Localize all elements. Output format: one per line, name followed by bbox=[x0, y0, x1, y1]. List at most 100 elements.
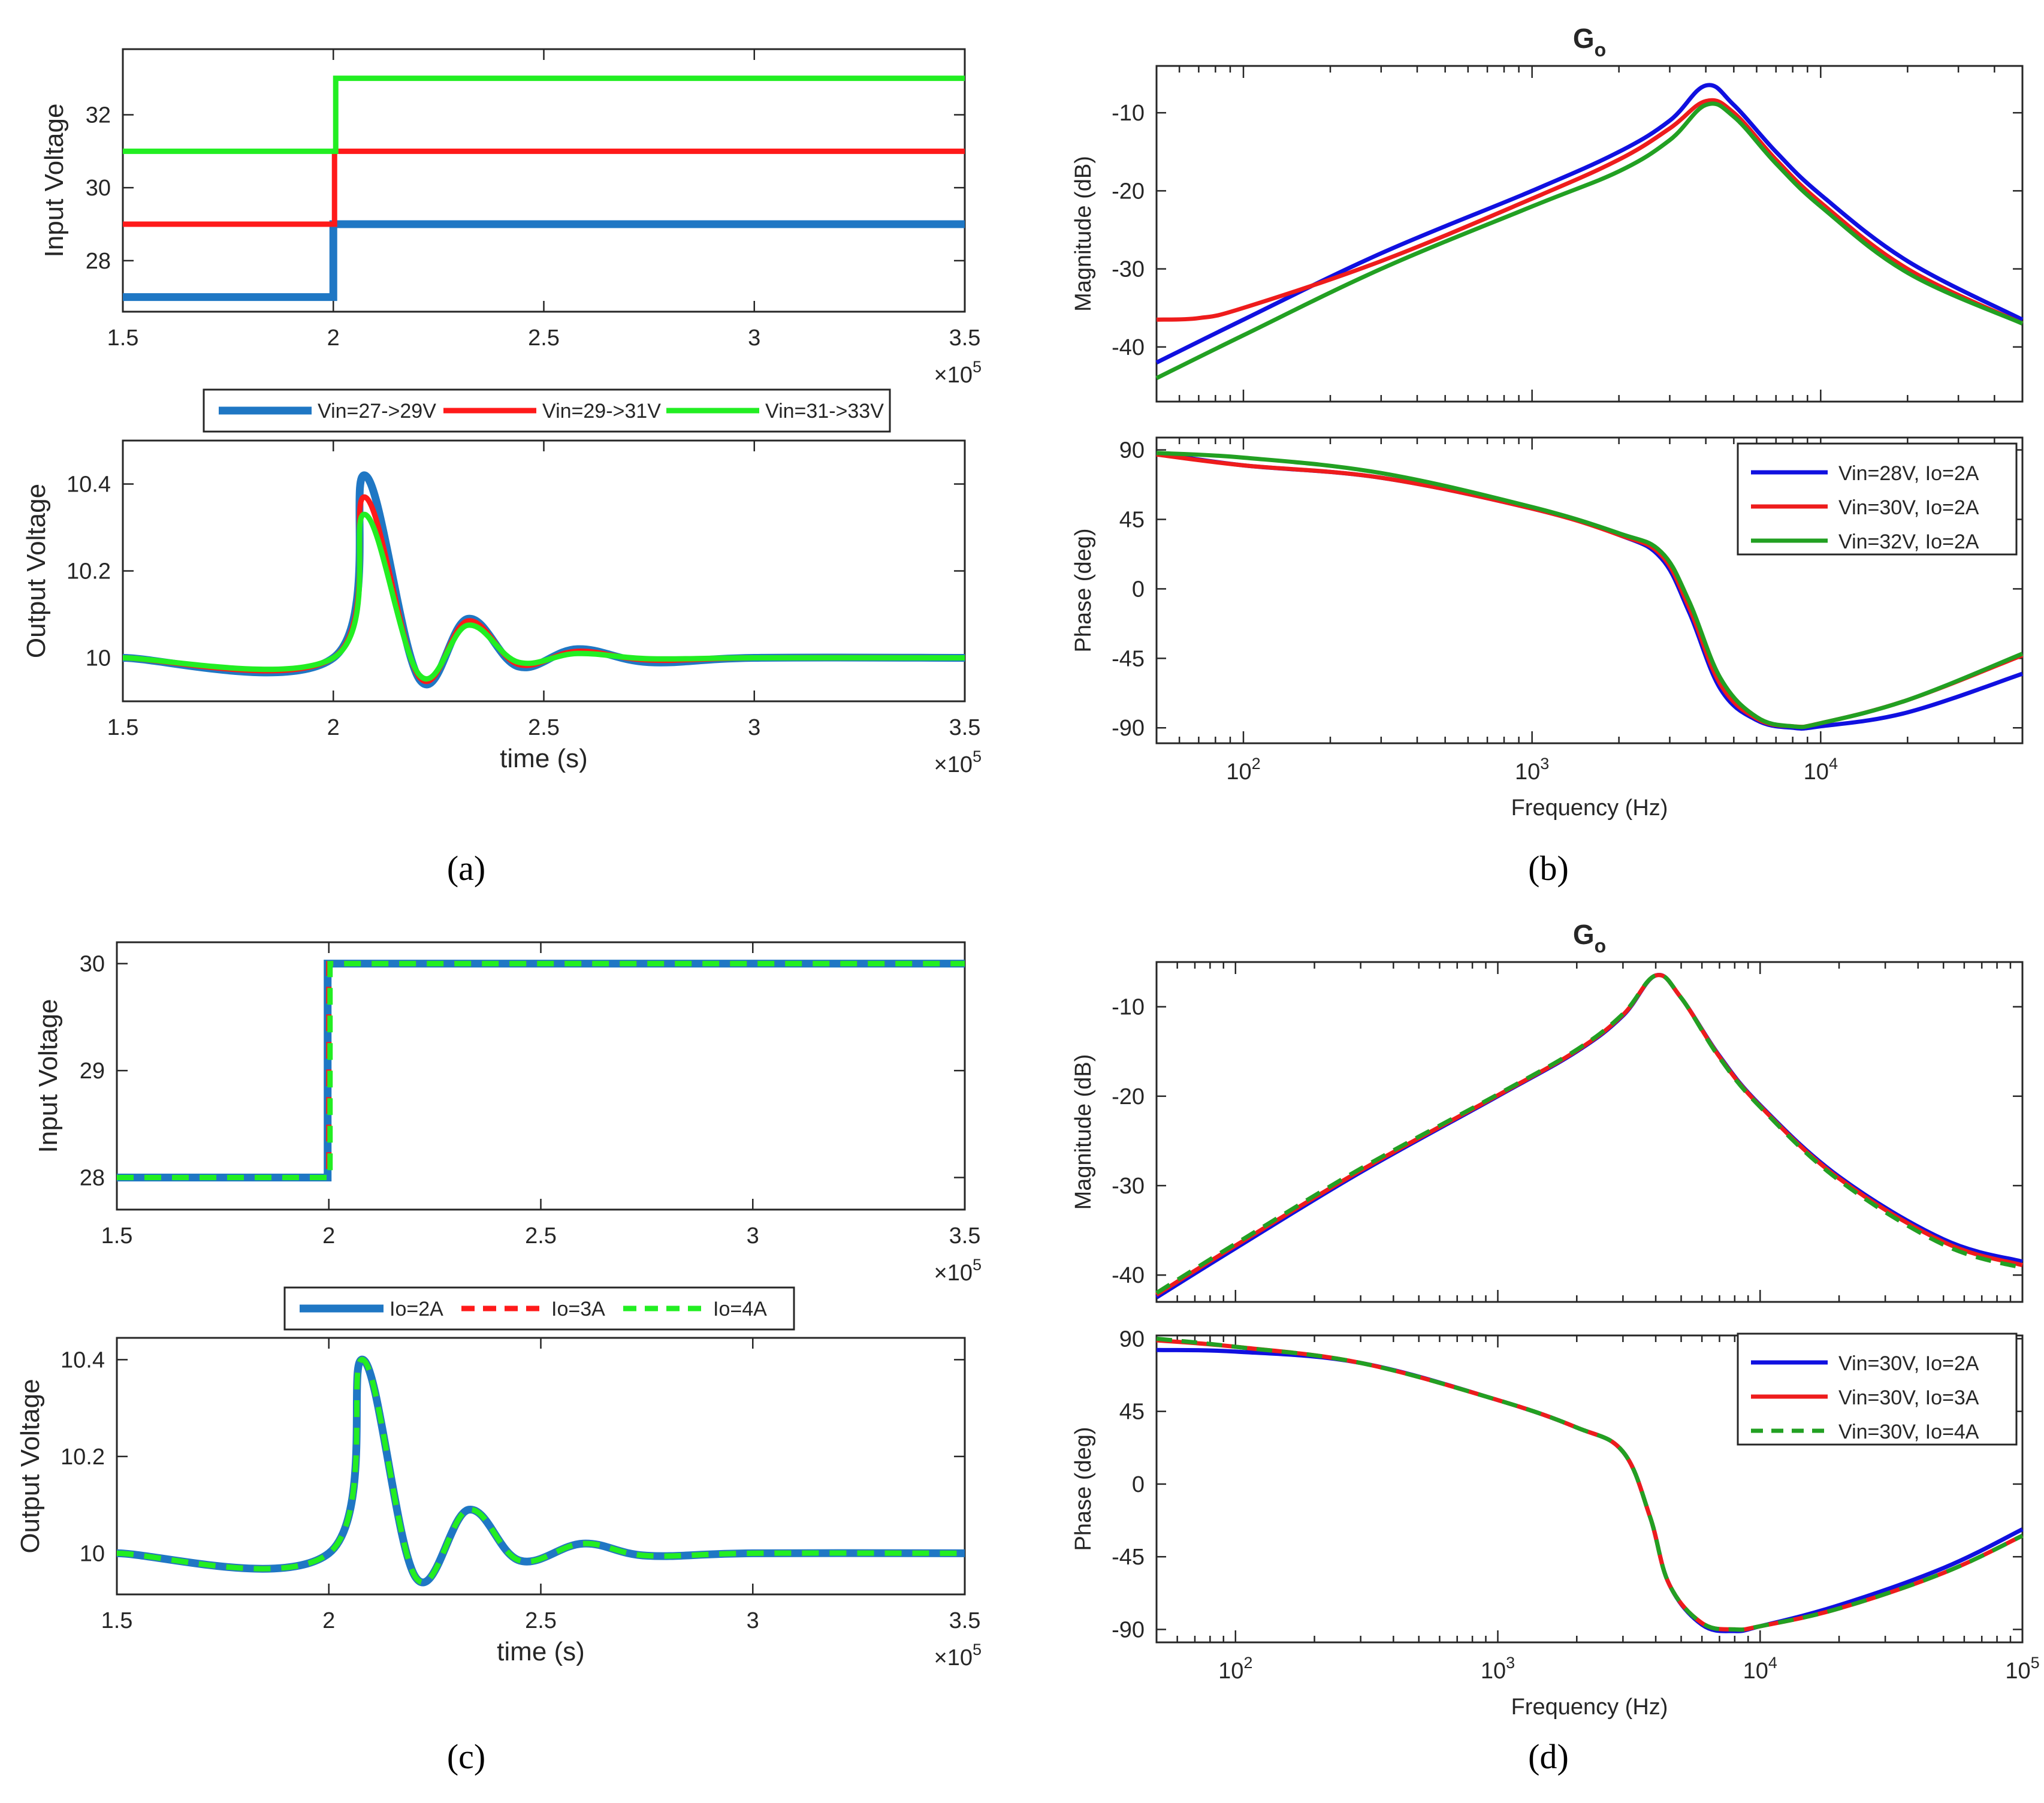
mag-ytick-label-d: -40 bbox=[1112, 1263, 1145, 1288]
bode-xtick-label-b-2-exp: 4 bbox=[1829, 755, 1838, 773]
caption-b: (b) bbox=[1528, 849, 1569, 888]
bode-legend-box-d bbox=[1737, 1332, 2018, 1446]
mag-ylabel-d: Magnitude (dB) bbox=[1071, 1054, 1096, 1210]
top-x-exponent-c-exp: 5 bbox=[973, 1256, 982, 1274]
phase-ytick-label-d: 0 bbox=[1132, 1472, 1145, 1497]
bode-title-b-main: G bbox=[1573, 23, 1595, 54]
bode-xlabel-b: Frequency (Hz) bbox=[1511, 795, 1668, 821]
top-xtick-label-c: 2.5 bbox=[525, 1223, 557, 1249]
phase-ylabel-b: Phase (deg) bbox=[1071, 528, 1096, 652]
top-x-exponent-a-base: ×10 bbox=[934, 363, 973, 388]
mag-ylabel-b: Magnitude (dB) bbox=[1071, 156, 1096, 312]
bode-xtick-label-b-0-exp: 2 bbox=[1252, 755, 1261, 773]
bode-xtick-label-d-0-base: 10 bbox=[1218, 1659, 1243, 1684]
caption-d: (d) bbox=[1528, 1737, 1569, 1776]
bode-legend-label-d: Vin=30V, Io=3A bbox=[1838, 1386, 1979, 1409]
bottom-x-exponent-a-base: ×10 bbox=[934, 752, 973, 777]
mag-series-b-0 bbox=[1155, 83, 2024, 365]
mag-ytick-label-b: -20 bbox=[1112, 179, 1145, 204]
bode-xtick-label-d-3-exp: 5 bbox=[2031, 1654, 2040, 1672]
phase-series-d-2 bbox=[1156, 1336, 2024, 1632]
legend-box-a bbox=[203, 388, 891, 433]
legend-label-a: Vin=29->31V bbox=[542, 400, 661, 423]
legend-label-c: Io=4A bbox=[713, 1298, 767, 1320]
bottom-series-c-2 bbox=[116, 1356, 965, 1585]
phase-ytick-label-d: 45 bbox=[1119, 1400, 1145, 1425]
bottom-ylabel-a: Output Voltage bbox=[22, 484, 51, 658]
bottom-ylabel-c: Output Voltage bbox=[16, 1379, 45, 1553]
bode-legend-label-b: Vin=28V, Io=2A bbox=[1838, 462, 1979, 485]
bode-title-d-sub: o bbox=[1595, 935, 1607, 957]
top-xtick-label-c: 1.5 bbox=[101, 1223, 133, 1249]
mag-ytick-label-d: -30 bbox=[1112, 1174, 1145, 1199]
bode-xtick-label-d-2-exp: 4 bbox=[1768, 1654, 1777, 1672]
bode-legend-box-b bbox=[1737, 442, 2018, 556]
mag-series-b-1 bbox=[1156, 98, 2024, 325]
top-xtick-label-a: 2.5 bbox=[528, 325, 560, 351]
bode-xtick-label-b-2: 104 bbox=[1804, 755, 1838, 785]
bode-xtick-label-b-0-base: 10 bbox=[1226, 759, 1251, 785]
bode-xtick-label-d-0-exp: 2 bbox=[1243, 1654, 1252, 1672]
phase-ytick-label-d: -90 bbox=[1112, 1617, 1145, 1642]
bottom-xtick-label-c: 2.5 bbox=[525, 1608, 557, 1633]
top-ytick-label-a: 28 bbox=[86, 249, 111, 274]
top-ylabel-c: Input Voltage bbox=[34, 999, 63, 1153]
bode-xtick-label-b-1-exp: 3 bbox=[1540, 755, 1549, 773]
bottom-ytick-label-a: 10.2 bbox=[67, 559, 111, 584]
top-xtick-label-c: 2 bbox=[322, 1223, 335, 1249]
top-x-exponent-c-base: ×10 bbox=[934, 1261, 973, 1286]
bottom-x-exponent-a-exp: 5 bbox=[973, 747, 982, 765]
phase-ytick-label-b: 45 bbox=[1119, 508, 1145, 533]
top-series-a-1 bbox=[123, 148, 965, 227]
phase-ytick-label-b: 90 bbox=[1119, 438, 1145, 463]
mag-series-b-2 bbox=[1155, 101, 2024, 381]
bottom-ytick-label-a: 10 bbox=[86, 646, 111, 671]
bode-title-b-sub: o bbox=[1595, 39, 1607, 61]
bode-xtick-label-d-1-exp: 3 bbox=[1506, 1654, 1515, 1672]
top-axes-a bbox=[122, 48, 966, 313]
top-series-c-1 bbox=[117, 961, 965, 1180]
phase-ytick-label-b: 0 bbox=[1132, 577, 1145, 602]
bode-title-d: Go bbox=[1573, 919, 1606, 957]
bottom-xlabel-c: time (s) bbox=[497, 1637, 585, 1666]
caption-c: (c) bbox=[447, 1737, 485, 1776]
legend-label-c: Io=2A bbox=[390, 1298, 443, 1320]
caption-a: (a) bbox=[447, 849, 485, 888]
phase-series-b-2 bbox=[1156, 451, 2024, 729]
bottom-xtick-label-c: 3 bbox=[747, 1608, 759, 1633]
top-xtick-label-c: 3 bbox=[747, 1223, 759, 1249]
bode-xtick-label-d-2-base: 10 bbox=[1743, 1659, 1768, 1684]
phase-ytick-label-b: -45 bbox=[1112, 646, 1145, 671]
top-ytick-label-c: 28 bbox=[80, 1165, 105, 1190]
bode-xtick-label-d-3: 105 bbox=[2005, 1654, 2039, 1684]
top-series-a-0 bbox=[123, 220, 965, 301]
bottom-xtick-label-a: 2.5 bbox=[528, 715, 560, 740]
bottom-xtick-label-a: 3 bbox=[748, 715, 760, 740]
bode-xtick-label-d-1: 103 bbox=[1481, 1654, 1515, 1684]
bottom-xtick-label-a: 3.5 bbox=[949, 715, 981, 740]
top-xtick-label-a: 1.5 bbox=[107, 325, 139, 351]
bode-title-d-main: G bbox=[1573, 919, 1595, 950]
bode-xtick-label-b-1: 103 bbox=[1515, 755, 1549, 785]
top-series-c-2 bbox=[117, 961, 965, 1180]
bottom-series-a-2 bbox=[122, 511, 965, 682]
bottom-ytick-label-c: 10.4 bbox=[61, 1347, 105, 1373]
mag-series-d-2 bbox=[1155, 973, 2023, 1295]
phase-ylabel-d: Phase (deg) bbox=[1071, 1427, 1096, 1551]
mag-ytick-label-b: -10 bbox=[1112, 101, 1145, 126]
legend-label-a: Vin=27->29V bbox=[318, 400, 436, 423]
top-ylabel-a: Input Voltage bbox=[40, 104, 69, 258]
phase-ytick-label-b: -90 bbox=[1112, 716, 1145, 741]
bode-legend-label-d: Vin=30V, Io=4A bbox=[1838, 1421, 1979, 1443]
bottom-xtick-label-c: 1.5 bbox=[101, 1608, 133, 1633]
bottom-x-exponent-a: ×105 bbox=[934, 747, 982, 777]
bottom-xtick-label-c: 3.5 bbox=[949, 1608, 981, 1633]
bottom-x-exponent-c-exp: 5 bbox=[973, 1641, 982, 1659]
bottom-x-exponent-c: ×105 bbox=[934, 1641, 982, 1671]
bode-xtick-label-d-1-base: 10 bbox=[1481, 1659, 1506, 1684]
top-xtick-label-a: 3.5 bbox=[949, 325, 981, 351]
bottom-xtick-label-c: 2 bbox=[322, 1608, 335, 1633]
